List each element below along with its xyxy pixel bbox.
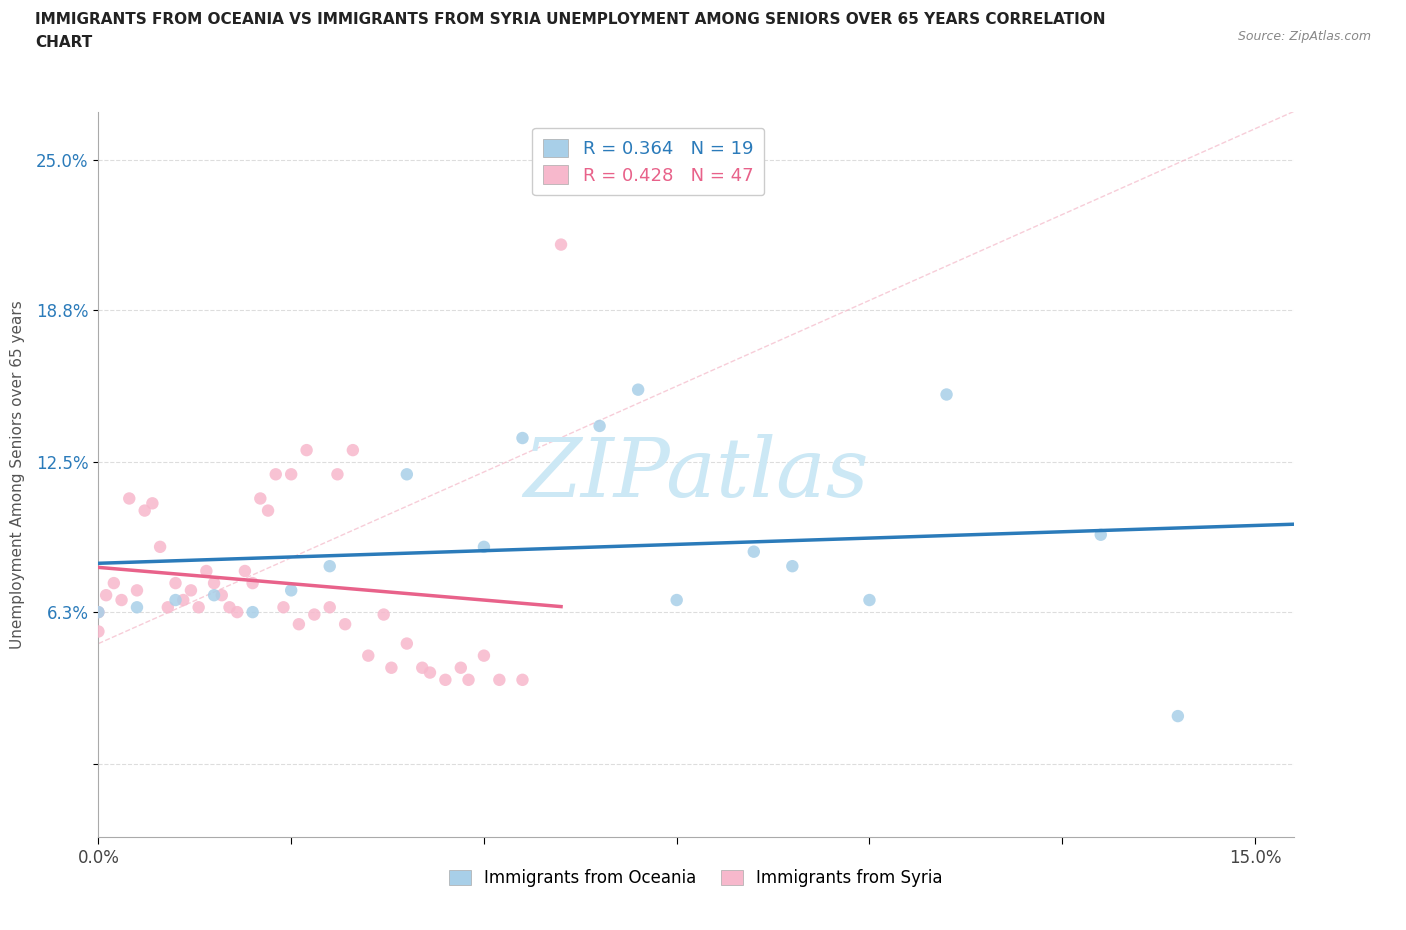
- Point: [326, 467, 349, 482]
- Point: [195, 564, 218, 578]
- Point: [94, 588, 117, 603]
- Point: [357, 648, 380, 663]
- Point: [226, 604, 249, 619]
- Point: [273, 600, 295, 615]
- Point: [218, 600, 240, 615]
- Point: [87, 624, 110, 639]
- Point: [165, 576, 187, 591]
- Point: [395, 636, 418, 651]
- Point: [103, 576, 125, 591]
- Point: [319, 600, 342, 615]
- Point: [935, 387, 957, 402]
- Point: [472, 648, 495, 663]
- Point: [172, 592, 194, 607]
- Point: [149, 539, 172, 554]
- Point: [550, 237, 572, 252]
- Point: [249, 491, 271, 506]
- Point: [1090, 527, 1112, 542]
- Point: [87, 604, 110, 619]
- Point: [134, 503, 156, 518]
- Point: [333, 617, 356, 631]
- Point: [512, 672, 534, 687]
- Point: [434, 672, 457, 687]
- Point: [242, 604, 264, 619]
- Point: [187, 600, 209, 615]
- Point: [373, 607, 395, 622]
- Point: [342, 443, 364, 458]
- Point: [156, 600, 179, 615]
- Point: [472, 539, 495, 554]
- Y-axis label: Unemployment Among Seniors over 65 years: Unemployment Among Seniors over 65 years: [10, 300, 25, 649]
- Point: [1167, 709, 1189, 724]
- Point: [512, 431, 534, 445]
- Point: [395, 467, 418, 482]
- Point: [304, 607, 326, 622]
- Point: [742, 544, 765, 559]
- Point: [165, 592, 187, 607]
- Point: [264, 467, 287, 482]
- Text: Source: ZipAtlas.com: Source: ZipAtlas.com: [1237, 30, 1371, 43]
- Point: [488, 672, 510, 687]
- Point: [233, 564, 256, 578]
- Point: [110, 592, 132, 607]
- Point: [858, 592, 880, 607]
- Point: [141, 496, 163, 511]
- Point: [242, 576, 264, 591]
- Point: [295, 443, 318, 458]
- Point: [627, 382, 650, 397]
- Point: [280, 467, 302, 482]
- Point: [180, 583, 202, 598]
- Point: [87, 604, 110, 619]
- Point: [211, 588, 233, 603]
- Point: [457, 672, 479, 687]
- Point: [202, 576, 225, 591]
- Text: CHART: CHART: [35, 35, 93, 50]
- Point: [118, 491, 141, 506]
- Point: [782, 559, 804, 574]
- Point: [588, 418, 610, 433]
- Text: ZIPatlas: ZIPatlas: [523, 434, 869, 514]
- Point: [411, 660, 433, 675]
- Point: [319, 559, 342, 574]
- Point: [125, 583, 148, 598]
- Point: [665, 592, 688, 607]
- Legend: Immigrants from Oceania, Immigrants from Syria: Immigrants from Oceania, Immigrants from…: [443, 863, 949, 894]
- Point: [280, 583, 302, 598]
- Point: [125, 600, 148, 615]
- Point: [450, 660, 472, 675]
- Point: [257, 503, 280, 518]
- Point: [288, 617, 311, 631]
- Point: [380, 660, 402, 675]
- Text: IMMIGRANTS FROM OCEANIA VS IMMIGRANTS FROM SYRIA UNEMPLOYMENT AMONG SENIORS OVER: IMMIGRANTS FROM OCEANIA VS IMMIGRANTS FR…: [35, 12, 1105, 27]
- Point: [419, 665, 441, 680]
- Point: [202, 588, 225, 603]
